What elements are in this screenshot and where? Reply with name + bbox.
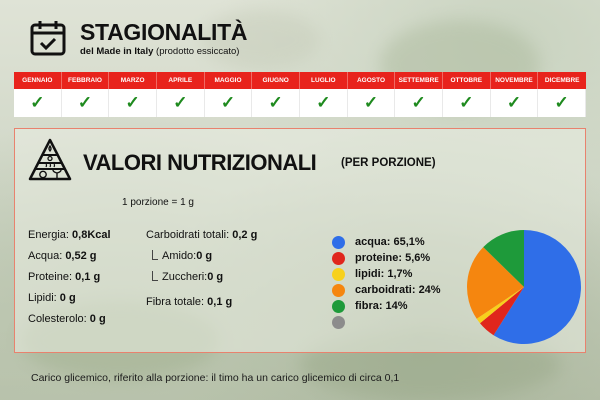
month-column: GENNAIO ✓ [14, 72, 62, 117]
month-name: AGOSTO [347, 72, 396, 89]
nutrient-subrow: Amido: 0 g [146, 248, 257, 269]
nutrient-row: Lipidi: 0 g [28, 292, 76, 304]
month-name: OTTOBRE [443, 72, 491, 89]
month-name: FEBBRAIO [61, 72, 110, 89]
legend-dot-icon [332, 235, 345, 249]
check-icon: ✓ [347, 89, 396, 117]
pie-legend: acqua: 65,1% proteine: 5,6% lipidi: 1,7%… [332, 234, 441, 330]
check-icon: ✓ [61, 89, 110, 117]
month-column: MARZO ✓ [109, 72, 157, 117]
month-name: SETTEMBRE [395, 72, 443, 89]
nutrient-row: Proteine: 0,1 g [28, 271, 101, 283]
subitem-marker-icon [152, 271, 158, 281]
nutrients-left-column: Energia: 0,8Kcal Acqua: 0,52 g Proteine:… [28, 227, 111, 332]
nutrient-row: Acqua: 0,52 g [28, 250, 97, 262]
nutrient-subrow: Zuccheri: 0 g [146, 269, 257, 290]
check-icon: ✓ [204, 89, 253, 117]
composition-pie-chart [467, 230, 581, 344]
check-icon: ✓ [109, 89, 157, 117]
check-icon: ✓ [252, 89, 300, 117]
month-column: NOVEMBRE ✓ [490, 72, 539, 117]
check-icon: ✓ [300, 89, 348, 117]
food-pyramid-icon [28, 138, 72, 181]
months-table: GENNAIO ✓ FEBBRAIO ✓ MARZO ✓ APRILE ✓ MAGGIO… [14, 72, 586, 117]
subitem-marker-icon [152, 250, 158, 260]
month-name: LUGLIO [300, 72, 348, 89]
legend-dot-icon [332, 299, 345, 313]
seasonality-title: STAGIONALITÀ [80, 18, 248, 45]
portion-size: 1 porzione = 1 g [122, 197, 194, 208]
nutrition-title-suffix: (PER PORZIONE) [341, 157, 436, 169]
nutrient-row: Colesterolo: 0 g [28, 313, 106, 325]
nutrition-panel: VALORI NUTRIZIONALI (PER PORZIONE) 1 por… [14, 128, 586, 353]
check-icon: ✓ [490, 89, 539, 117]
legend-item: lipidi: 1,7% [332, 266, 441, 282]
pie-slice-proteine [479, 287, 524, 336]
nutrient-row: Fibra totale: 0,1 g [146, 296, 233, 308]
month-column: GIUGNO ✓ [252, 72, 300, 117]
pie-slice-fibra [483, 230, 524, 287]
pie-slice-acqua [493, 230, 581, 344]
nutrition-title: VALORI NUTRIZIONALI [83, 150, 317, 175]
pie-slice-carboidrati [467, 247, 524, 319]
seasonality-subtitle: del Made in Italy (prodotto essiccato) [80, 45, 240, 57]
month-column: AGOSTO ✓ [347, 72, 396, 117]
check-icon: ✓ [395, 89, 443, 117]
check-icon: ✓ [157, 89, 205, 117]
legend-item [332, 314, 441, 330]
legend-item: acqua: 65,1% [332, 234, 441, 250]
legend-item: proteine: 5,6% [332, 250, 441, 266]
legend-item: fibra: 14% [332, 298, 441, 314]
legend-item: carboidrati: 24% [332, 282, 441, 298]
month-column: OTTOBRE ✓ [443, 72, 491, 117]
month-name: GIUGNO [252, 72, 300, 89]
check-icon: ✓ [443, 89, 491, 117]
month-column: FEBBRAIO ✓ [61, 72, 110, 117]
month-name: GENNAIO [14, 72, 62, 89]
month-name: NOVEMBRE [490, 72, 539, 89]
pie-slice-lipidi [476, 287, 524, 324]
month-column: DICEMBRE ✓ [538, 72, 586, 117]
check-icon: ✓ [14, 89, 62, 117]
check-icon: ✓ [538, 89, 586, 117]
month-name: APRILE [157, 72, 205, 89]
month-column: APRILE ✓ [157, 72, 205, 117]
nutrients-mid-column: Carboidrati totali: 0,2 g Amido: 0 g Zuc… [146, 227, 257, 315]
legend-dot-icon [332, 315, 345, 329]
legend-dot-icon [332, 251, 345, 265]
seasonality-header: STAGIONALITÀ del Made in Italy (prodotto… [28, 18, 247, 58]
calendar-check-icon [30, 21, 66, 56]
month-name: DICEMBRE [538, 72, 586, 89]
month-name: MAGGIO [204, 72, 253, 89]
legend-dot-icon [332, 267, 345, 281]
month-name: MARZO [109, 72, 157, 89]
month-column: MAGGIO ✓ [204, 72, 253, 117]
nutrient-row: Energia: 0,8Kcal [28, 229, 111, 241]
legend-dot-icon [332, 283, 345, 297]
nutrient-row: Carboidrati totali: 0,2 g [146, 229, 258, 241]
glycemic-load-note: Carico glicemico, riferito alla porzione… [31, 372, 400, 384]
month-column: SETTEMBRE ✓ [395, 72, 443, 117]
month-column: LUGLIO ✓ [300, 72, 348, 117]
